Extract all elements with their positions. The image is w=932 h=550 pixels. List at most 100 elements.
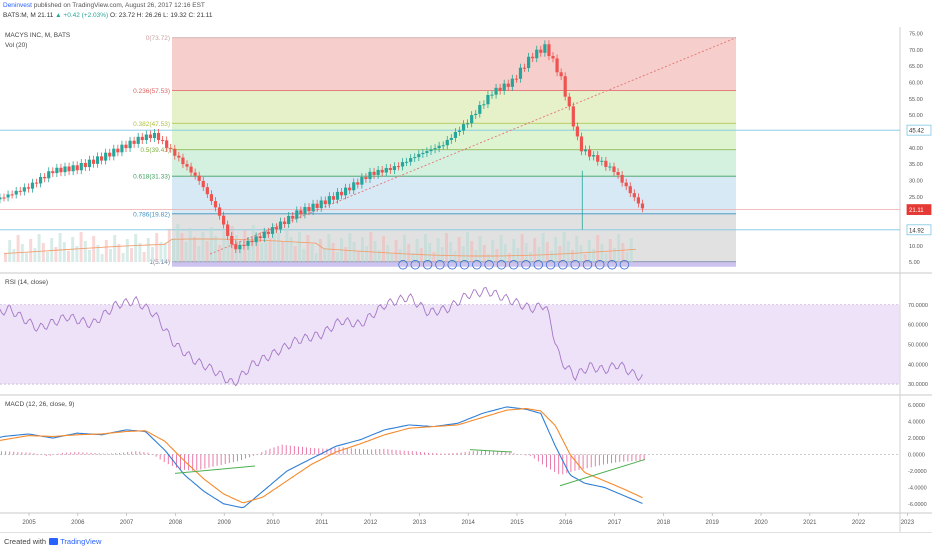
candle-body	[152, 132, 157, 139]
fib-zone	[172, 149, 736, 177]
volume-bar	[575, 236, 579, 262]
candle-body	[555, 58, 559, 73]
volume-bar	[424, 234, 427, 262]
volume-bar	[503, 244, 507, 262]
created-with-label: Created with	[4, 537, 47, 546]
event-marker-icon	[570, 260, 580, 270]
event-marker-icon	[447, 260, 457, 270]
volume-bar	[130, 248, 133, 262]
candle-body	[502, 83, 506, 91]
price-tick-label: 65.00	[909, 64, 923, 70]
volume-ma-line	[3, 238, 637, 257]
volume-bar	[58, 233, 62, 262]
volume-bar	[201, 232, 205, 262]
candle-body	[510, 78, 514, 87]
volume-bar	[369, 232, 373, 262]
event-marker-icon	[472, 260, 482, 270]
volume-bar	[117, 244, 121, 262]
volume-bar	[302, 249, 306, 262]
candle-body	[222, 215, 226, 225]
candle-body	[0, 197, 2, 200]
candle-body	[608, 166, 612, 168]
candle-body	[177, 155, 181, 158]
volume-bar	[382, 236, 385, 262]
price-tick-label: 40.00	[909, 146, 923, 152]
candle-body	[433, 148, 437, 150]
chart-canvas[interactable]: 0(73.72) 0.236(57.53) 0.382(47.53) 0.5(39.4…	[0, 0, 932, 532]
candle-body	[376, 169, 380, 175]
volume-bar	[566, 241, 570, 262]
symbol-label: BATS:M, M	[3, 12, 36, 19]
volume-bar	[440, 247, 444, 262]
candle-body	[156, 132, 161, 140]
price-marker-badge	[906, 224, 932, 236]
candle-body	[173, 148, 177, 156]
candle-body	[22, 187, 26, 192]
volume-bar	[541, 233, 545, 262]
volume-bar	[125, 239, 129, 262]
candle-body	[189, 166, 193, 173]
candle-body	[356, 182, 360, 185]
rsi-band	[0, 304, 900, 385]
published-text: published on TradingView.com, August 26,…	[33, 2, 205, 9]
candle-body	[254, 236, 258, 243]
x-tick-label: 2020	[754, 520, 768, 526]
candle-body	[71, 165, 75, 172]
volume-bar	[222, 231, 226, 262]
event-marker-icon	[410, 260, 421, 270]
candle-body	[352, 182, 356, 191]
candle-body	[108, 152, 112, 157]
volume-bar	[445, 233, 448, 262]
candle-body	[396, 166, 401, 168]
candle-body	[466, 123, 470, 125]
volume-bar	[167, 229, 171, 262]
candle-body	[616, 172, 620, 176]
tradingview-brand[interactable]: TradingView	[60, 537, 102, 546]
rsi-line	[0, 286, 643, 387]
candle-body	[201, 180, 205, 188]
candle-body	[47, 171, 51, 179]
candle-body	[242, 244, 246, 246]
candles	[0, 40, 645, 254]
rsi-tick-label: 40.0000	[908, 362, 928, 368]
candle-body	[506, 83, 510, 87]
volume-bar	[625, 252, 629, 262]
rsi-tick-label: 30.0000	[908, 382, 928, 388]
candle-body	[266, 231, 270, 234]
macd-tick-label: -6.0000	[908, 502, 927, 508]
candle-body	[144, 134, 148, 141]
author-link[interactable]: Deninvest	[3, 2, 32, 9]
candle-body	[413, 157, 417, 159]
candle-body	[165, 140, 169, 148]
volume-bar	[142, 252, 146, 262]
volume-bar	[83, 241, 87, 262]
candle-body	[124, 144, 128, 149]
x-tick-label: 2007	[120, 520, 134, 526]
volume-bar	[344, 247, 348, 262]
candle-body	[323, 200, 327, 205]
candle-body	[75, 165, 79, 171]
volume-bar	[54, 247, 58, 262]
candle-body	[197, 175, 201, 181]
candle-body	[596, 155, 600, 162]
volume-bar	[621, 243, 625, 262]
volume-bar	[239, 244, 243, 262]
candle-body	[543, 44, 547, 53]
candle-body	[384, 168, 388, 173]
macd-tick-label: 4.0000	[908, 420, 925, 426]
ohlc-values: O: 23.72 H: 26.26 L: 19.32 C: 21.11	[110, 12, 213, 19]
candle-body	[87, 159, 91, 168]
candle-body	[91, 159, 96, 164]
volume-bar	[277, 233, 280, 262]
volume-bar	[428, 243, 432, 262]
x-tick-label: 2023	[901, 520, 915, 526]
candle-body	[258, 236, 262, 239]
event-marker-icon	[582, 260, 593, 270]
event-marker-icon	[422, 260, 433, 270]
volume-bar	[516, 248, 520, 262]
candle-body	[494, 87, 498, 95]
macd-tick-label: -4.0000	[908, 485, 927, 491]
candle-body	[43, 176, 47, 179]
event-marker-icon	[521, 260, 531, 270]
candle-body	[63, 166, 67, 173]
